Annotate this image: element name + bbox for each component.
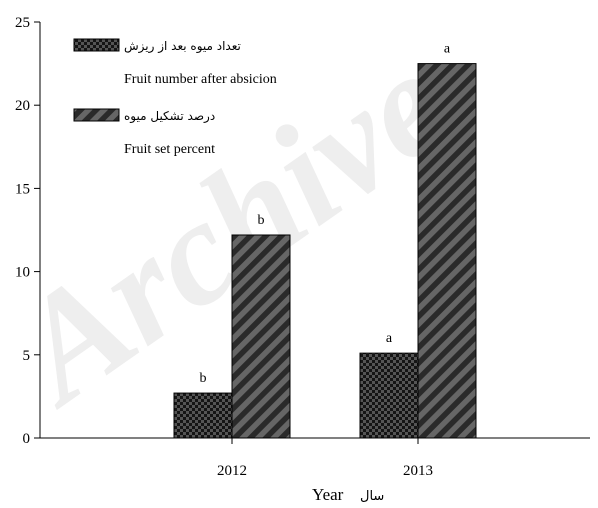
x-axis-label: Year (312, 485, 344, 504)
legend-swatch-series-1 (73, 38, 120, 52)
legend: تعداد میوه بعد از ریزش Fruit number after… (73, 38, 277, 157)
bar-2013-series-1 (359, 352, 419, 439)
x-tick-label: 2013 (403, 463, 433, 479)
legend-label-fa: درصد تشکیل میوه (124, 109, 215, 124)
y-tick-label: 15 (15, 181, 30, 197)
y-tick-label: 5 (23, 348, 31, 364)
bar-2012-series-1 (173, 392, 233, 439)
legend-label: Fruit set percent (124, 142, 215, 157)
bar-significance-label: a (386, 331, 393, 346)
y-tick-label: 25 (15, 15, 30, 31)
legend-label-fa: تعداد میوه بعد از ریزش (124, 39, 241, 54)
y-tick-label: 20 (15, 98, 30, 114)
bar-2012-series-2 (231, 234, 291, 439)
x-axis-label-fa: سال (360, 489, 384, 504)
y-tick-label: 10 (15, 265, 30, 281)
axes: 0 5 10 15 20 25 2012 2013 (15, 15, 590, 479)
bar-significance-label: b (258, 213, 265, 228)
bars-group: b b a a (173, 42, 477, 439)
legend-label: Fruit number after absicion (124, 72, 277, 87)
x-tick-label: 2012 (217, 463, 247, 479)
y-tick-label: 0 (23, 431, 31, 447)
legend-swatch-series-2 (73, 108, 120, 122)
bar-significance-label: a (444, 42, 451, 57)
bar-significance-label: b (200, 371, 207, 386)
bar-2013-series-2 (417, 63, 477, 439)
